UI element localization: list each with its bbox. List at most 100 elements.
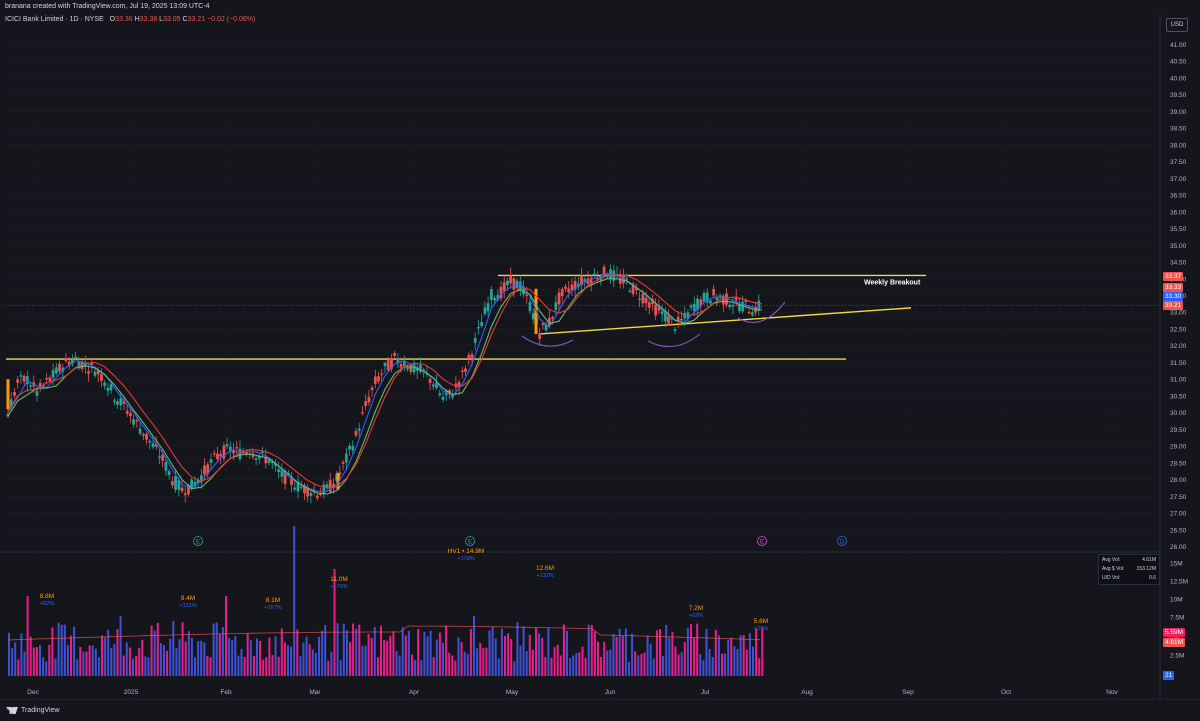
volume-bar (674, 646, 677, 676)
candle-body (325, 484, 329, 488)
volume-bar (352, 623, 355, 676)
candle-body (370, 387, 374, 390)
price-badge-ma-blue: 33.30 (1163, 292, 1184, 301)
volume-bar (23, 651, 26, 676)
volume-bar (206, 656, 209, 676)
price-tick-label: 30.50 (1170, 393, 1187, 400)
volume-bar (668, 637, 671, 676)
volume-bar (671, 631, 674, 676)
volume-bar (637, 655, 640, 676)
candle-body (209, 459, 213, 463)
volume-bar (8, 632, 10, 676)
candle-body (509, 275, 513, 284)
candle-body (51, 370, 55, 378)
volume-bar (159, 643, 162, 676)
candle-body (367, 397, 371, 403)
candle-body (538, 333, 542, 340)
volume-bar (448, 652, 451, 676)
volume-bar (578, 652, 581, 676)
volume-bar (311, 649, 314, 676)
volume-bar (122, 655, 125, 676)
price-tick-label: 40.00 (1170, 75, 1187, 82)
volume-bar (370, 637, 373, 676)
volume-bar (618, 628, 621, 676)
candle-body (222, 445, 226, 459)
candle-body (219, 454, 223, 457)
volume-bar (597, 641, 599, 676)
chart-credit: branana created with TradingView.com, Ju… (0, 0, 1200, 13)
price-tick-label: 28.50 (1170, 460, 1187, 467)
price-tick-label: 35.50 (1170, 226, 1187, 233)
volume-bar (200, 640, 203, 676)
volume-bar (212, 623, 215, 676)
price-tick-label: 32.00 (1170, 343, 1187, 350)
volume-bar (259, 640, 262, 676)
candle-body (551, 317, 554, 319)
candle-body (74, 356, 78, 359)
volume-bar (510, 639, 513, 676)
currency-button[interactable]: USD (1166, 18, 1188, 32)
volume-bar (417, 629, 420, 676)
volume-bar (104, 637, 107, 676)
symbol-name: ICICI Bank Limited · 1D · NYSE (5, 16, 104, 23)
volume-bar (445, 625, 448, 676)
volume-bar (330, 651, 333, 676)
candle-body (757, 300, 761, 311)
candle-body (721, 295, 725, 305)
candle-body (254, 458, 258, 460)
candle-body (383, 363, 387, 367)
volume-bar (538, 633, 541, 676)
volume-bar (566, 630, 568, 676)
candle-body (583, 279, 587, 282)
volume-bar (609, 649, 612, 676)
volume-bar (535, 627, 537, 676)
price-tick-label: 40.50 (1170, 59, 1187, 66)
candle-body (612, 270, 616, 281)
candle-body (705, 292, 709, 303)
tradingview-icon (6, 707, 18, 714)
candle-body (747, 311, 751, 314)
volume-spike-percent: +131% (179, 603, 196, 609)
volume-spike-label: 8.8M (40, 593, 54, 600)
price-tick-label: 31.50 (1170, 360, 1187, 367)
volume-bar (528, 634, 531, 676)
volume-bar (752, 646, 754, 676)
candle-body (702, 293, 706, 302)
volume-bar (631, 633, 634, 676)
curve-annotation (521, 335, 574, 347)
volume-bar (234, 636, 237, 676)
candle-body (393, 352, 397, 356)
candle-body (641, 294, 645, 304)
volume-bar (426, 636, 429, 676)
candle-body (119, 398, 123, 406)
volume-bar (550, 657, 553, 676)
candle-body (361, 412, 364, 414)
price-tick-label: 35.00 (1170, 243, 1187, 250)
time-tick-label: Jul (701, 689, 710, 696)
price-tick-label: 36.50 (1170, 193, 1187, 200)
volume-bar (438, 632, 441, 676)
time-tick-label: Sep (902, 689, 914, 696)
volume-bar (32, 647, 35, 676)
candle-body (158, 456, 161, 458)
volume-bar (500, 628, 503, 676)
volume-bar (11, 648, 14, 676)
volume-bar (733, 646, 736, 676)
volume-bar (485, 647, 488, 676)
candle-body (409, 365, 413, 372)
volume-bar (197, 641, 200, 676)
volume-bar (559, 655, 562, 676)
volume-bar (659, 629, 661, 676)
volume-bar (271, 654, 274, 676)
candle-body (203, 465, 206, 475)
tradingview-logo[interactable]: TradingView (6, 707, 60, 714)
price-tick-label: 26.00 (1170, 544, 1187, 551)
volume-spike-label: 5.6M (754, 618, 768, 625)
ud-vol-value: 0.6 (1149, 575, 1156, 581)
candle-body (602, 266, 606, 277)
volume-bar (386, 640, 389, 676)
volume-bar (318, 636, 320, 676)
volume-bar (575, 653, 578, 676)
volume-bar (175, 648, 178, 676)
